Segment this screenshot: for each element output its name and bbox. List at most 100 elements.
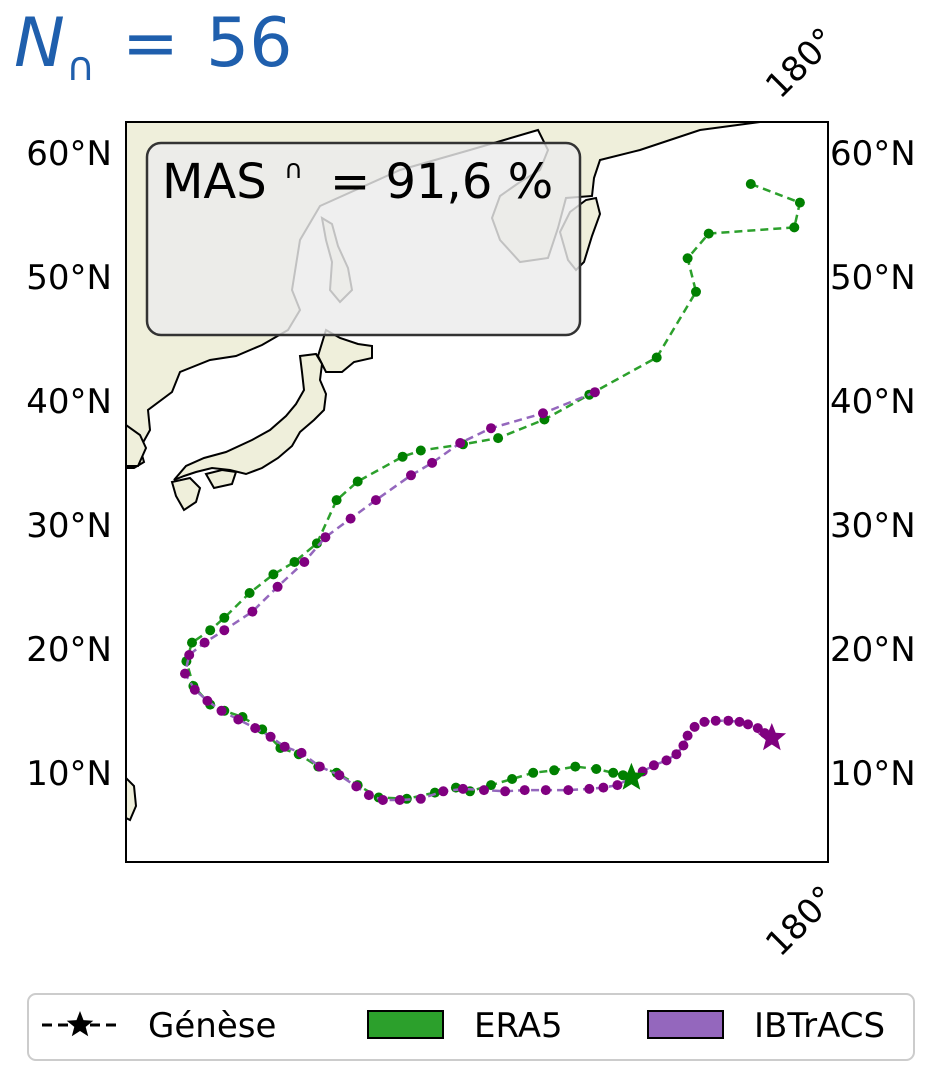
track-point-ibtracs [519, 785, 530, 796]
track-point-ibtracs [351, 781, 362, 792]
track-point-era5 [493, 433, 504, 444]
lat-tick-right-40: 40°N [830, 382, 916, 422]
lat-tick-right-30: 30°N [830, 506, 916, 546]
track-point-ibtracs [682, 730, 693, 741]
lat-tick-right-10: 10°N [830, 754, 916, 794]
lat-tick-left-10: 10°N [26, 754, 112, 794]
track-point-ibtracs [314, 761, 325, 772]
lat-ticks-left: 60°N 50°N 40°N 30°N 20°N 10°N [26, 134, 112, 794]
track-point-era5 [608, 767, 619, 778]
track-point-ibtracs [689, 721, 700, 732]
track-point-ibtracs [199, 637, 210, 648]
lat-tick-right-20: 20°N [830, 630, 916, 670]
track-point-ibtracs [250, 723, 261, 734]
legend-item-ibtracs: IBTrACS [647, 1006, 885, 1046]
score-box: MAS ∩ = 91,6 % [145, 141, 582, 337]
lat-tick-right-60: 60°N [830, 134, 916, 174]
track-point-ibtracs [500, 786, 511, 797]
figure-title: N ∩ = 56 [14, 4, 293, 90]
track-point-ibtracs [479, 785, 489, 796]
map-frame [125, 121, 829, 863]
track-point-ibtracs [184, 650, 195, 660]
track-point-ibtracs [345, 513, 356, 524]
track-point-ibtracs [219, 625, 230, 636]
track-point-ibtracs [377, 795, 388, 805]
track-point-ibtracs [752, 723, 763, 734]
track-point-era5 [745, 179, 756, 189]
land-shikoku [204, 468, 238, 490]
track-point-era5 [549, 765, 560, 776]
land-honshu [173, 352, 328, 481]
track-point-era5 [528, 767, 539, 778]
track-point-era5 [591, 764, 602, 774]
genesis-layer [617, 723, 787, 790]
lat-tick-left-40: 40°N [26, 382, 112, 422]
track-point-era5 [244, 588, 255, 598]
track-point-ibtracs [189, 684, 200, 695]
track-point-ibtracs [180, 668, 190, 679]
track-point-ibtracs [458, 783, 468, 794]
track-point-ibtracs [455, 438, 466, 448]
track-point-ibtracs [710, 715, 721, 726]
track-point-ibtracs [612, 780, 623, 791]
track-point-era5 [794, 197, 805, 208]
track-point-era5 [397, 451, 408, 462]
track-point-ibtracs [247, 606, 258, 617]
track-point-ibtracs [265, 731, 276, 742]
track-point-era5 [268, 569, 279, 580]
score-superscript: ∩ [284, 155, 303, 185]
track-point-ibtracs [723, 715, 734, 726]
lat-tick-left-50: 50°N [26, 258, 112, 298]
title-symbol: N [14, 4, 65, 83]
track-point-ibtracs [438, 786, 449, 797]
legend-swatch-ibtracs [647, 1010, 724, 1039]
track-point-era5 [187, 637, 197, 648]
track-point-ibtracs [299, 557, 310, 567]
track-point-ibtracs [540, 785, 551, 796]
track-point-era5 [507, 774, 518, 784]
track-point-ibtracs [743, 719, 753, 730]
legend-item-genesis: Génèse [42, 1006, 276, 1046]
land-luzon [126, 776, 138, 822]
track-point-ibtracs [589, 387, 600, 398]
track-point-era5 [682, 253, 693, 264]
score-box-background [145, 141, 582, 337]
track-point-ibtracs [320, 532, 331, 543]
track-point-era5 [789, 222, 800, 233]
track-point-era5 [486, 780, 496, 791]
track-point-ibtracs [563, 785, 574, 796]
track-point-ibtracs [584, 783, 595, 794]
track-point-ibtracs [538, 408, 548, 419]
lat-tick-left-30: 30°N [26, 506, 112, 546]
track-point-ibtracs [734, 716, 745, 727]
score-value: = 91,6 % [330, 154, 553, 210]
track-point-era5 [703, 228, 714, 239]
track-point-ibtracs [363, 790, 374, 801]
title-equals: = [122, 4, 179, 83]
track-point-ibtracs [296, 747, 307, 758]
score-label: MAS [162, 154, 267, 210]
track-point-era5 [691, 286, 701, 297]
legend-label-genesis: Génèse [148, 1006, 276, 1046]
track-point-ibtracs [370, 495, 381, 506]
track-point-ibtracs [202, 695, 213, 706]
title-value: 56 [206, 4, 293, 83]
track-point-ibtracs [678, 740, 689, 751]
track-point-ibtracs [699, 716, 710, 727]
track-point-era5 [289, 557, 300, 567]
legend-label-ibtracs: IBTrACS [754, 1006, 885, 1046]
track-point-ibtracs [486, 423, 496, 434]
lon-tick-top: 180° [758, 20, 844, 106]
track-point-ibtracs [334, 770, 345, 781]
track-point-ibtracs [233, 714, 244, 725]
tracks-layer [180, 179, 805, 805]
legend-label-era5: ERA5 [474, 1006, 563, 1046]
track-point-ibtracs [415, 793, 426, 804]
track-ibtracs [180, 387, 777, 805]
track-point-era5 [205, 625, 216, 636]
track-point-ibtracs [671, 749, 682, 760]
lon-tick-bottom: 180° [758, 878, 844, 964]
track-point-ibtracs [272, 581, 283, 592]
lat-tick-right-50: 50°N [830, 258, 916, 298]
